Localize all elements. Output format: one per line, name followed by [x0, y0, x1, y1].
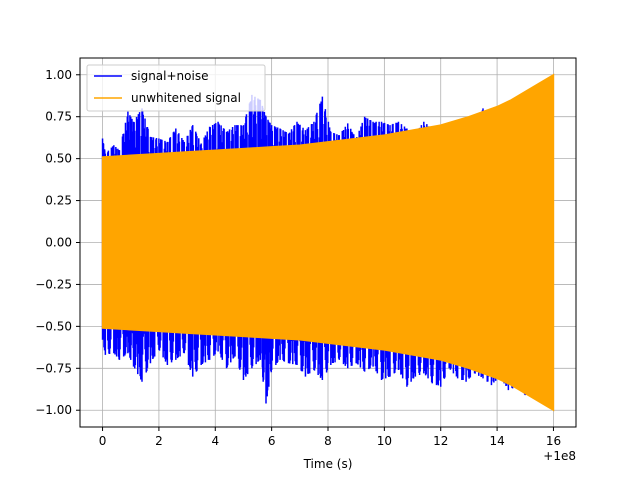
legend-label-unwhitened-signal: unwhitened signal [131, 91, 241, 105]
x-tick-label-2: 4 [211, 434, 219, 448]
x-tick-label-1: 2 [155, 434, 163, 448]
x-tick-label-8: 16 [546, 434, 561, 448]
x-tick-label-5: 10 [377, 434, 392, 448]
y-tick-label-6: 0.50 [45, 152, 72, 166]
plot-area [101, 73, 555, 412]
x-tick-label-4: 8 [324, 434, 332, 448]
x-tick-label-0: 0 [99, 434, 107, 448]
x-axis-ticks: 0 2 4 6 8 10 12 14 16 [99, 427, 561, 448]
legend-box [86, 64, 266, 112]
y-tick-label-0: −1.00 [35, 403, 72, 417]
x-tick-label-3: 6 [268, 434, 276, 448]
x-tick-label-7: 14 [489, 434, 504, 448]
y-tick-label-2: −0.50 [35, 319, 72, 333]
legend: signal+noise unwhitened signal [86, 64, 266, 112]
series-unwhitened-signal [101, 73, 555, 412]
x-tick-label-6: 12 [433, 434, 448, 448]
y-tick-label-8: 1.00 [45, 68, 72, 82]
y-tick-label-7: 0.75 [45, 110, 72, 124]
x-axis-label: Time (s) [303, 457, 353, 471]
y-tick-label-1: −0.75 [35, 361, 72, 375]
x-axis-offset-label: +1e8 [543, 449, 576, 463]
series-line-unwhitened-signal [101, 73, 555, 412]
y-tick-label-3: −0.25 [35, 277, 72, 291]
legend-label-signal-noise: signal+noise [131, 69, 208, 83]
y-tick-label-5: 0.25 [45, 194, 72, 208]
y-tick-label-4: 0.00 [45, 236, 72, 250]
y-axis-ticks: −1.00 −0.75 −0.50 −0.25 0.00 0.25 0.50 0.75 1.00 [35, 68, 80, 417]
